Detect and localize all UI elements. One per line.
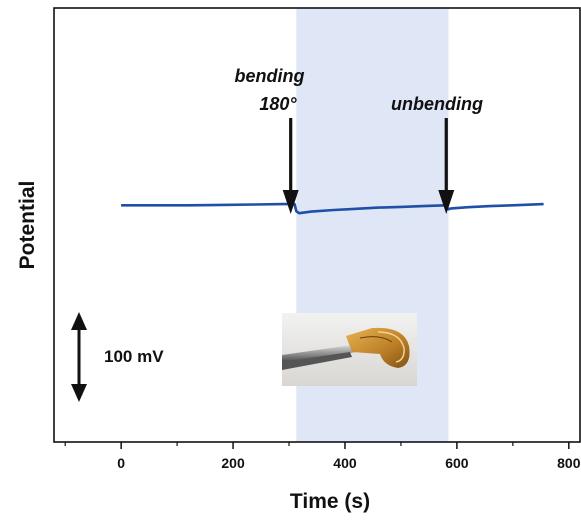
annotation-bending-line2: 180° (259, 94, 297, 114)
x-tick-label-0: 0 (117, 455, 125, 471)
x-axis-title: Time (s) (290, 490, 370, 513)
x-axis-ticks (64, 442, 570, 449)
x-axis-tick-labels: 0 200 400 600 800 (117, 455, 580, 471)
x-tick-label-600: 600 (445, 455, 469, 471)
arrow-bending-icon (282, 118, 299, 214)
scale-bar-up-arrow-icon (71, 312, 87, 330)
x-tick-label-800: 800 (557, 455, 581, 471)
scale-bar: 100 mV (71, 312, 164, 402)
photo-of-bent-film-icon (282, 313, 417, 386)
annotation-unbending: unbending (391, 94, 483, 114)
arrow-unbending-head (438, 190, 455, 214)
y-axis-title: Potential (16, 181, 39, 270)
arrow-bending-head (282, 190, 299, 214)
x-tick-label-200: 200 (221, 455, 245, 471)
x-tick-label-400: 400 (333, 455, 357, 471)
arrow-unbending-icon (438, 118, 455, 214)
plot-frame (53, 7, 581, 443)
annotation-bending-line1: bending (234, 66, 304, 86)
scale-bar-down-arrow-icon (71, 384, 87, 402)
scale-bar-label: 100 mV (104, 347, 164, 366)
annotation-bending: bending 180° (234, 66, 309, 114)
series-line (121, 202, 544, 215)
